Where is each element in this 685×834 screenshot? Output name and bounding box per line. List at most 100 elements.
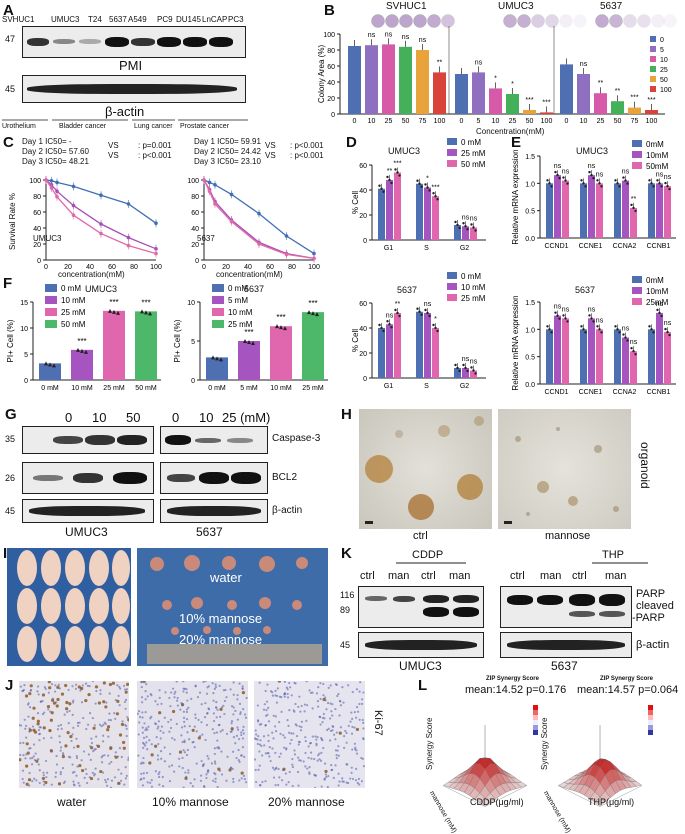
data-point — [664, 327, 667, 331]
significance: ** — [437, 59, 443, 66]
nucleus — [191, 785, 195, 788]
significance: ns — [402, 34, 410, 41]
nucleus — [241, 737, 244, 740]
data-point — [474, 372, 477, 375]
nucleus — [173, 696, 176, 699]
data-point — [598, 328, 601, 331]
nucleus — [243, 713, 247, 716]
legend-swatch — [632, 276, 642, 283]
legend-swatch — [447, 283, 457, 290]
x-tick-label: 80 — [130, 264, 138, 271]
nucleus — [59, 749, 62, 752]
group-label: water — [210, 570, 242, 585]
data-point — [658, 182, 661, 185]
nucleus — [139, 778, 142, 781]
data-point — [420, 185, 423, 188]
nucleus — [31, 756, 34, 760]
actin-blot-k-5637 — [500, 632, 632, 658]
nucleus — [182, 681, 185, 683]
data-point — [279, 325, 283, 330]
nucleus — [342, 735, 346, 738]
bar — [71, 349, 93, 380]
protein-label: cleaved — [636, 600, 674, 612]
nucleus — [76, 765, 79, 768]
legend-label: 10 — [660, 57, 668, 64]
nucleus — [124, 723, 127, 726]
nucleus — [74, 687, 77, 691]
nucleus — [288, 681, 291, 685]
lane-label: UMUC3 — [51, 15, 80, 24]
bar — [433, 72, 446, 114]
nucleus — [317, 686, 320, 689]
nucleus — [107, 718, 111, 722]
bar — [302, 312, 324, 380]
y-tick-label: 60 — [327, 64, 335, 71]
nucleus — [338, 699, 342, 703]
nucleus — [330, 764, 333, 767]
significance: ns — [470, 359, 478, 366]
nucleus — [315, 692, 319, 695]
nucleus — [114, 751, 117, 754]
y-tick-label: 40 — [191, 226, 199, 233]
nucleus — [106, 728, 110, 732]
group-label: Urothelium — [2, 123, 36, 130]
significance: *** — [630, 95, 638, 102]
vs-label: VS — [108, 151, 119, 160]
legend-label: 25 mM — [228, 320, 253, 329]
nucleus — [265, 714, 268, 717]
nucleus — [79, 689, 82, 692]
nucleus — [157, 742, 160, 746]
pmi-blot — [22, 26, 246, 58]
nucleus — [200, 703, 203, 706]
nucleus — [216, 708, 219, 711]
nucleus — [93, 724, 96, 727]
panel-letter-i: I — [3, 545, 8, 562]
nucleus — [116, 699, 120, 703]
nucleus — [335, 754, 338, 757]
nucleus — [154, 722, 158, 726]
nucleus — [146, 728, 149, 731]
nucleus — [175, 681, 178, 683]
nucleus — [359, 681, 362, 684]
data-point — [596, 179, 599, 182]
y-tick-label: 10 — [187, 300, 195, 307]
nucleus — [148, 739, 151, 742]
y-tick-label: 60 — [359, 301, 367, 308]
legend-label: 0 mM — [461, 138, 481, 147]
data-point — [219, 357, 223, 362]
nucleus — [282, 734, 285, 737]
lane-header: man — [540, 570, 562, 582]
nucleus — [274, 767, 277, 770]
nucleus — [38, 781, 41, 785]
nucleus — [100, 756, 103, 759]
legend-swatch — [447, 160, 457, 167]
data-point — [630, 203, 633, 207]
nucleus — [238, 702, 242, 705]
nucleus — [22, 688, 25, 692]
nucleus — [144, 710, 147, 714]
data-point — [668, 187, 671, 191]
y-tick-label: 0 — [363, 376, 367, 383]
nucleus — [80, 701, 84, 704]
plot-title: ZIP Synergy Score — [486, 676, 539, 682]
nucleus — [271, 766, 275, 769]
legend-swatch — [632, 298, 642, 305]
x-tick-label: 25 mM — [103, 385, 125, 392]
nucleus — [238, 779, 241, 782]
nucleus — [57, 724, 60, 728]
nucleus — [236, 728, 240, 731]
data-point — [548, 328, 551, 331]
nucleus — [195, 730, 198, 733]
nucleus — [337, 692, 340, 696]
panel-letter-d: D — [346, 134, 357, 151]
x-tick-label: 0 — [565, 118, 569, 125]
nucleus — [303, 703, 307, 706]
data-point — [564, 317, 567, 320]
nucleus — [297, 784, 300, 787]
legend-entry: Day 3 IC50= 23.10 — [194, 157, 261, 166]
data-point — [634, 353, 637, 356]
nucleus — [178, 765, 181, 768]
nucleus — [267, 706, 270, 709]
nucleus — [267, 720, 271, 723]
nucleus — [125, 688, 129, 691]
